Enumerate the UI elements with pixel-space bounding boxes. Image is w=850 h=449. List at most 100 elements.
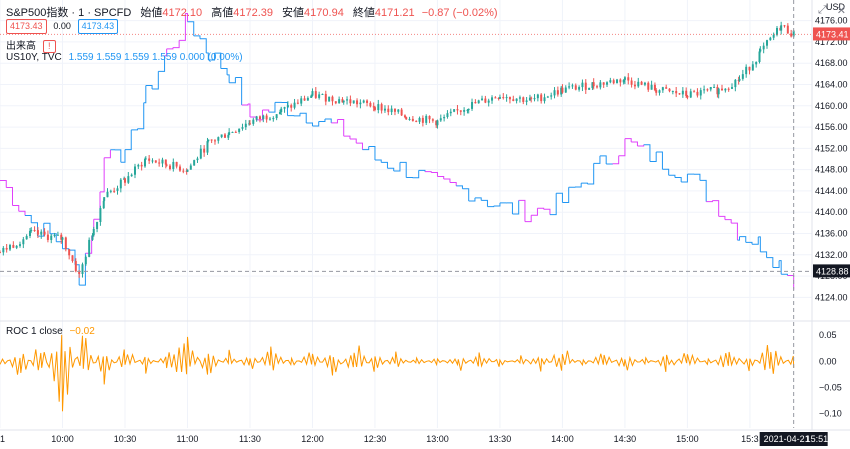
symbol-name[interactable]: S&P500指数 · 1 · SPCFD (6, 7, 132, 19)
roc-axis[interactable]: 0.05 0.00 −0.05 −0.10 (819, 330, 842, 418)
candle-body (681, 90, 684, 95)
us10y-step (262, 109, 270, 113)
candle-body (113, 190, 116, 192)
candle-body (655, 90, 658, 93)
candle-body (716, 86, 719, 95)
candle-body (18, 244, 21, 246)
candle-body (471, 102, 474, 109)
candle-body (731, 87, 734, 89)
candle-body (342, 100, 345, 103)
time-tick-label: 11:30 (239, 434, 261, 444)
close-icon[interactable]: ✕ (836, 5, 846, 17)
volume-legend[interactable]: 出来高 ! (6, 37, 56, 53)
candle-body (74, 261, 77, 272)
us10y-step (662, 168, 670, 176)
us10y-step (318, 118, 326, 122)
us10y-step (779, 260, 782, 275)
us10y-step (49, 233, 57, 242)
crosshair-time-tag: 15:51 (806, 434, 829, 444)
candle-body (609, 80, 612, 83)
candle-body (0, 252, 1, 254)
close-value: 4171.21 (374, 7, 415, 19)
candle-body (334, 101, 337, 104)
price-tick-label: 4148.00 (815, 165, 848, 175)
candle-body (643, 82, 646, 85)
us10y-step (656, 151, 663, 170)
candle-body (258, 116, 261, 120)
candle-body (568, 86, 571, 88)
candle-body (164, 159, 167, 165)
us10y-step (6, 187, 13, 206)
candle-body (685, 90, 688, 96)
candle-body (776, 27, 779, 35)
candle-body (109, 190, 112, 192)
time-axis[interactable]: 21 10:00 10:30 11:00 11:30 12:00 12:30 13:00 13:… (0, 432, 828, 446)
roc-legend[interactable]: ROC 1 close −0.02 (6, 326, 95, 337)
expand-icon[interactable]: ⤢ (817, 4, 827, 16)
candle-body (311, 91, 314, 96)
candle-body (338, 99, 341, 104)
price-axis[interactable]: 4176.00 4172.00 4168.00 4164.00 4160.00 4156.… (813, 2, 850, 302)
candle-body (578, 87, 581, 90)
candle-body (543, 97, 546, 102)
us10y-step (712, 200, 720, 217)
candle-body (411, 118, 414, 121)
currency-label: USD (826, 2, 846, 12)
ask-button[interactable]: 4173.43 (77, 19, 119, 34)
candle-body (60, 234, 63, 240)
candle-body (584, 82, 587, 90)
us10y-step (745, 241, 753, 245)
us10y-step (518, 199, 526, 222)
candle-body (591, 82, 594, 89)
us10y-step (781, 273, 788, 276)
candle-body (755, 62, 758, 65)
candle-body (741, 74, 744, 79)
candle-body (633, 84, 636, 87)
candle-body (588, 88, 591, 90)
candle-body (283, 107, 286, 109)
candle-body (713, 86, 716, 88)
roc-tick-label: −0.05 (819, 382, 842, 392)
price-tick-label: 4156.00 (815, 122, 848, 132)
us10y-step (241, 103, 249, 106)
us10y-step (581, 182, 588, 185)
bid-button[interactable]: 4173.43 (6, 19, 47, 34)
price-tick-label: 4144.00 (815, 186, 848, 196)
us10y-step (787, 274, 795, 290)
candle-body (220, 134, 223, 138)
candle-body (182, 170, 185, 172)
candle-body (623, 77, 626, 80)
us10y-step (668, 174, 676, 178)
candle-body (435, 120, 438, 126)
candle-body (724, 88, 727, 91)
candle-body (581, 82, 584, 88)
candle-body (148, 158, 151, 161)
us10y-step (468, 197, 476, 202)
candle-body (84, 256, 87, 265)
us10y-step (487, 205, 495, 208)
candle-body (68, 249, 71, 256)
candle-body (377, 104, 380, 111)
candle-body (255, 116, 258, 120)
candle-body (466, 109, 469, 111)
price-tick-label: 4176.00 (815, 16, 848, 26)
us10y-step (637, 144, 645, 147)
candle-body (387, 108, 390, 113)
candle-body (362, 100, 365, 103)
candle-body (228, 132, 231, 135)
us10y-step (412, 170, 420, 179)
symbol-legend[interactable]: S&P500指数 · 1 · SPCFD 始値4172.10 高値4172.39… (6, 4, 498, 20)
candle-body (328, 96, 331, 102)
candle-body (497, 97, 500, 99)
candle-body (439, 118, 442, 121)
candle-body (154, 160, 157, 163)
candle-body (30, 230, 33, 232)
volume-label: 出来高 (6, 41, 36, 52)
crosshair-price-tag: 4128.88 (816, 266, 849, 276)
candle-body (189, 165, 192, 170)
candle-body (275, 114, 278, 119)
us10y-legend[interactable]: US10Y, TVC 1.559 1.559 1.559 1.559 0.000… (6, 52, 243, 63)
time-tick-label: 14:00 (551, 434, 574, 444)
exclamation-icon[interactable]: ! (42, 40, 56, 53)
